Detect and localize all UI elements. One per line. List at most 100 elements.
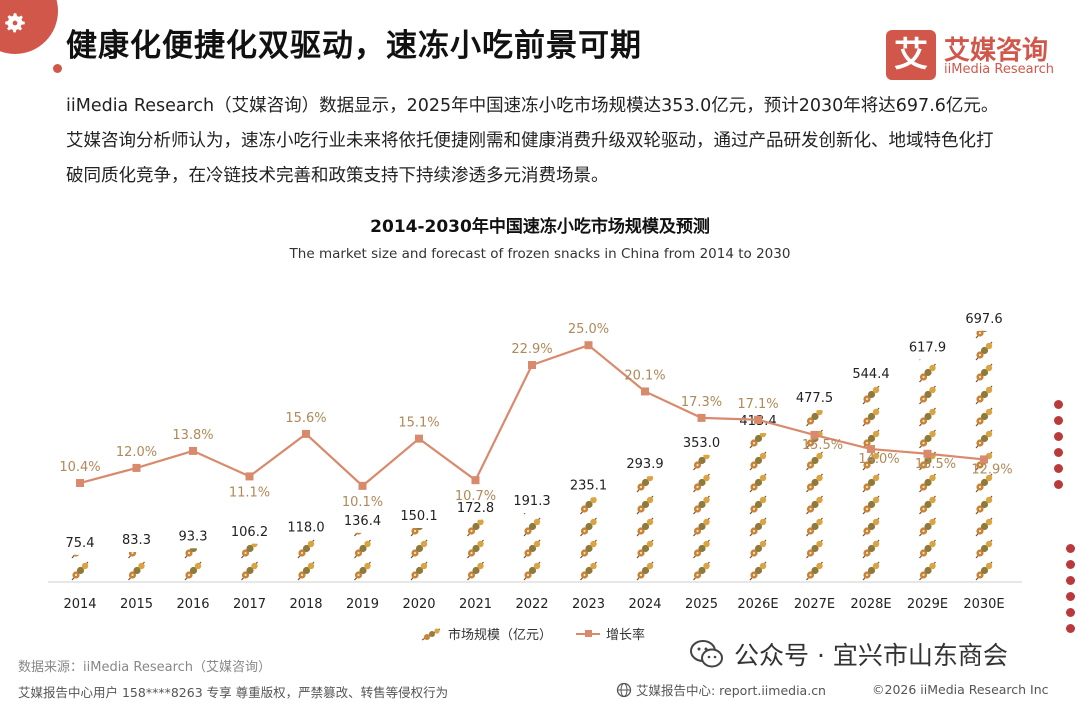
- snack-skewer-icon: [410, 539, 428, 559]
- x-tick-label: 2017: [233, 597, 266, 612]
- bar-2015: [128, 552, 145, 581]
- bar-2014: [71, 554, 89, 581]
- footer-copyright-notice: 艾媒报告中心用户 158****8263 专享 尊重版权，严禁篡改、转售等侵权行…: [18, 685, 449, 700]
- growth-rate-point: [923, 449, 932, 458]
- logo-cn-text: 艾媒咨询: [944, 36, 1049, 66]
- snack-skewer-icon: [806, 517, 823, 537]
- snack-skewer-icon: [410, 561, 428, 581]
- snack-skewer-icon: [184, 561, 202, 581]
- logo-en-text: iiMedia Research: [944, 62, 1055, 77]
- snack-skewer-icon: [975, 407, 993, 427]
- bar-value-label: 136.4: [344, 514, 381, 529]
- bar-2016: [184, 548, 202, 581]
- snack-skewer-icon: [975, 429, 993, 449]
- chart-title: 2014-2030年中国速冻小吃市场规模及预测: [370, 217, 710, 237]
- footer-report-center: 艾媒报告中心: report.iimedia.cn: [616, 680, 826, 699]
- x-tick-label: 2029E: [907, 597, 948, 612]
- growth-rate-point: [358, 481, 367, 490]
- growth-rate-point: [76, 479, 84, 488]
- footer-report-link[interactable]: 艾媒报告中心: report.iimedia.cn: [636, 683, 826, 698]
- growth-rate-point: [867, 445, 875, 454]
- snack-skewer-icon: [862, 495, 880, 515]
- snack-skewer-icon: [919, 473, 936, 493]
- x-tick-label: 2018: [289, 597, 322, 612]
- snack-skewer-icon: [806, 410, 823, 427]
- bar-2027E: [806, 410, 823, 581]
- bar-value-label: 83.3: [122, 533, 151, 548]
- growth-rate-label: 25.0%: [568, 322, 609, 337]
- bar-value-label: 293.9: [626, 457, 663, 472]
- snack-skewer-icon: [421, 627, 441, 641]
- snack-skewer-icon: [749, 495, 767, 515]
- snack-skewer-icon: [693, 473, 710, 493]
- snack-skewer-icon: [354, 539, 371, 559]
- snack-skewer-icon: [919, 539, 936, 559]
- x-tick-label: 2028E: [850, 597, 891, 612]
- snack-skewer-icon: [862, 473, 880, 493]
- x-tick-label: 2019: [346, 597, 379, 612]
- growth-rate-label: 15.5%: [802, 438, 843, 453]
- bar-2019: [354, 532, 371, 581]
- globe-icon: [616, 682, 632, 697]
- legend-item-line: 增长率: [576, 624, 645, 643]
- growth-rate-point: [641, 387, 649, 396]
- snack-skewer-icon: [693, 517, 710, 537]
- growth-rate-point: [189, 446, 197, 455]
- growth-rate-point: [584, 341, 593, 350]
- growth-rate-point: [415, 434, 423, 443]
- footer-copyright: ©2026 iiMedia Research Inc: [872, 682, 1049, 697]
- growth-rate-point: [528, 361, 536, 370]
- snack-skewer-icon: [128, 561, 145, 581]
- growth-rate-label: 11.1%: [229, 485, 270, 500]
- x-tick-label: 2016: [176, 597, 209, 612]
- bar-value-label: 150.1: [400, 509, 437, 524]
- legend-line-label: 增长率: [606, 628, 646, 643]
- growth-rate-label: 15.6%: [285, 411, 326, 426]
- snack-skewer-icon: [975, 561, 993, 581]
- snack-skewer-icon: [523, 517, 541, 537]
- bar-value-label: 106.2: [231, 525, 268, 540]
- side-dots-lower: [1066, 544, 1076, 640]
- snack-skewer-icon: [806, 473, 823, 493]
- snack-skewer-icon: [862, 561, 880, 581]
- growth-rate-label: 17.1%: [737, 397, 778, 412]
- snack-skewer-icon: [975, 517, 993, 537]
- growth-rate-label: 10.1%: [342, 495, 383, 510]
- snack-skewer-icon: [241, 543, 258, 559]
- snack-skewer-icon: [806, 561, 823, 581]
- watermark-text: 公众号 · 宜兴市山东商会: [734, 641, 1008, 670]
- bar-value-label: 191.3: [513, 494, 550, 509]
- growth-rate-label: 17.3%: [681, 395, 722, 410]
- growth-rate-label: 14.0%: [858, 452, 899, 467]
- growth-rate-point: [471, 476, 480, 485]
- snack-skewer-icon: [919, 561, 936, 581]
- snack-skewer-icon: [862, 429, 880, 449]
- chart-legend: 市场规模（亿元） 增长率: [420, 624, 645, 643]
- snack-skewer-icon: [693, 454, 710, 471]
- snack-skewer-icon: [975, 539, 993, 559]
- snack-skewer-icon: [128, 552, 138, 559]
- growth-rate-point: [810, 430, 819, 439]
- snack-skewer-icon: [636, 476, 654, 493]
- snack-skewer-icon: [919, 407, 936, 427]
- x-tick-label: 2023: [572, 597, 605, 612]
- snack-skewer-icon: [975, 330, 988, 339]
- growth-rate-point: [754, 415, 762, 424]
- snack-skewer-icon: [749, 517, 767, 537]
- legend-line-swatch: [576, 629, 601, 637]
- growth-rate-label: 15.1%: [398, 416, 439, 431]
- chart-subtitle: The market size and forecast of frozen s…: [289, 246, 791, 262]
- side-dots-upper: [1054, 400, 1064, 496]
- growth-rate-label: 20.1%: [624, 368, 665, 383]
- x-tick-label: 2025: [685, 597, 718, 612]
- growth-rate-label: 13.8%: [172, 428, 213, 443]
- growth-rate-label: 12.9%: [971, 462, 1012, 477]
- snack-skewer-icon: [636, 561, 654, 581]
- bar-value-label: 617.9: [909, 341, 946, 356]
- x-tick-label: 2030E: [963, 597, 1004, 612]
- snack-skewer-icon: [297, 561, 315, 581]
- accent-dot: [53, 64, 62, 73]
- iimedia-logo: 艾 艾媒咨询 iiMedia Research: [886, 30, 1066, 82]
- x-tick-label: 2021: [459, 597, 492, 612]
- bar-value-label: 93.3: [179, 529, 208, 544]
